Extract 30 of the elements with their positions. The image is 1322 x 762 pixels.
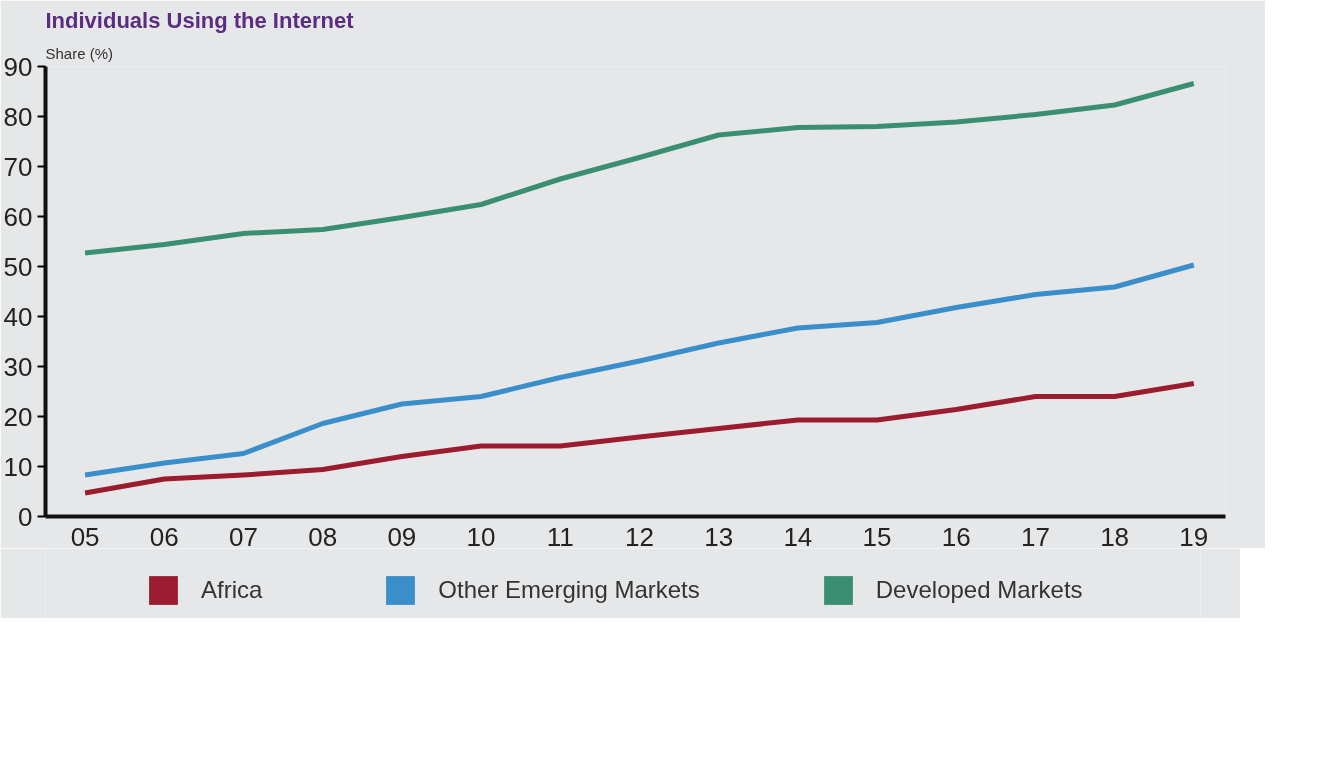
y-tick-label: 60 xyxy=(3,201,33,232)
y-tick-label: 40 xyxy=(3,301,33,332)
x-tick-label: 12 xyxy=(625,521,654,552)
x-tick-label: 08 xyxy=(308,521,338,552)
x-tick-label: 06 xyxy=(149,521,179,552)
x-tick-label: 05 xyxy=(70,521,100,552)
y-tick-label: 30 xyxy=(3,351,33,382)
legend-label: Developed Markets xyxy=(875,576,1083,604)
x-tick-label: 09 xyxy=(387,521,417,552)
x-tick-label: 18 xyxy=(1100,521,1130,552)
chart-title: Individuals Using the Internet xyxy=(45,7,355,33)
y-tick-label: 0 xyxy=(18,501,33,532)
x-tick-label: 10 xyxy=(466,521,496,552)
legend-label: Other Emerging Markets xyxy=(438,576,700,604)
x-tick-label: 19 xyxy=(1179,521,1209,552)
x-tick-label: 07 xyxy=(229,521,258,552)
y-tick-label: 80 xyxy=(3,101,33,132)
legend-label: Africa xyxy=(201,576,263,604)
x-tick-label: 14 xyxy=(783,521,813,552)
x-tick-label: 11 xyxy=(546,521,574,552)
y-tick-label: 20 xyxy=(3,401,33,432)
y-tick-label: 10 xyxy=(3,451,33,482)
x-tick-label: 16 xyxy=(941,521,971,552)
y-tick-label: 90 xyxy=(3,51,33,82)
x-tick-label: 15 xyxy=(862,521,892,552)
x-tick-label: 13 xyxy=(704,521,734,552)
y-tick-label: 70 xyxy=(3,151,33,182)
x-tick-label: 17 xyxy=(1020,521,1050,552)
y-axis-title: Share (%) xyxy=(45,44,114,62)
y-tick-label: 50 xyxy=(3,251,33,282)
